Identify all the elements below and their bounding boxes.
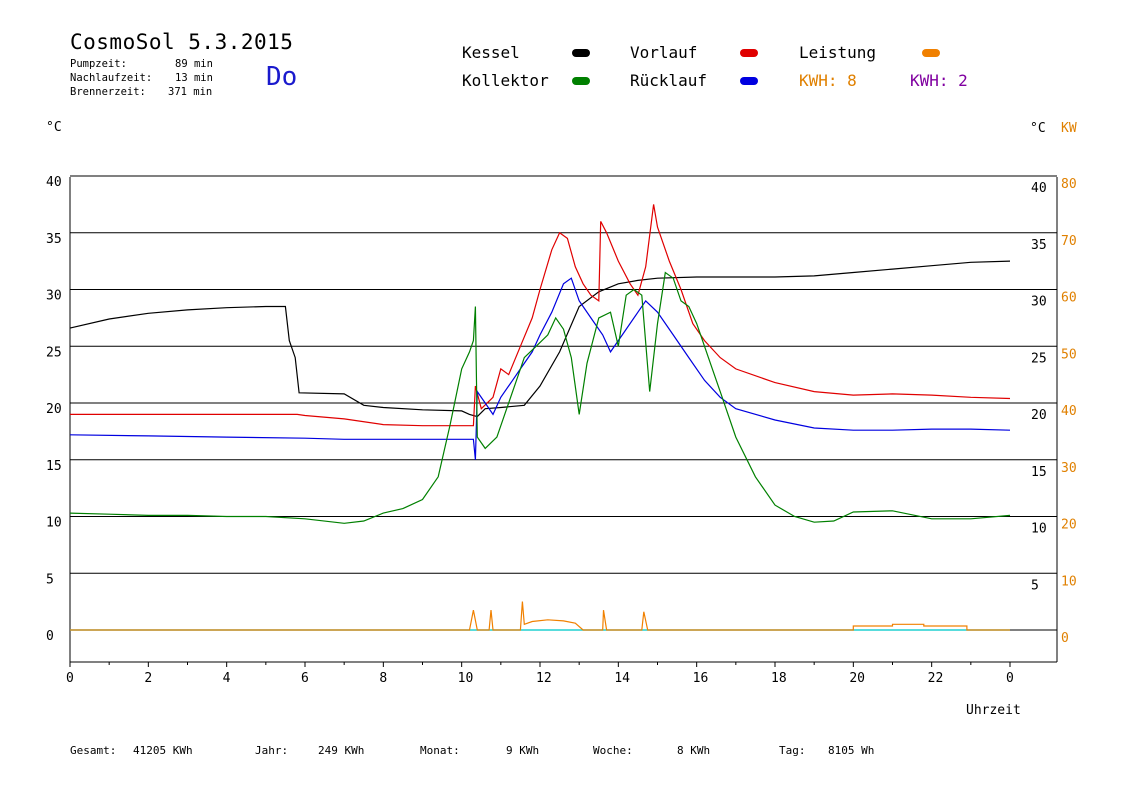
series-line-rcklauf <box>69 277 1011 460</box>
y-tick-label-left: 20 <box>46 402 62 417</box>
footer-woche-label: Woche: <box>593 744 633 757</box>
y-tick-label-right: 15 <box>1031 465 1047 480</box>
y-tick-label-right: 25 <box>1031 351 1047 366</box>
x-axis-label: Uhrzeit <box>966 703 1021 718</box>
footer-woche-value: 8 KWh <box>677 744 711 757</box>
x-tick-label: 10 <box>458 671 474 686</box>
legend-kessel-swatch <box>572 49 590 57</box>
y-tick-label-right: 30 <box>1031 295 1047 310</box>
chart-grid <box>70 175 1057 631</box>
footer-gesamt-value: 41205 KWh <box>133 744 193 757</box>
stat-brennerzeit-label: Brennerzeit: <box>70 86 146 98</box>
y-tick-label-left: 35 <box>46 232 62 247</box>
chart-tick-labels: 0510152025303540510152025303540010203040… <box>46 175 1077 686</box>
y-tick-label-left: 40 <box>46 175 62 190</box>
footer-monat-value: 9 KWh <box>506 744 540 757</box>
y-tick-label-left: 30 <box>46 289 62 304</box>
stat-pumpzeit-label: Pumpzeit: <box>70 58 127 70</box>
y-tick-label-left: 15 <box>46 459 62 474</box>
legend-leistung-swatch <box>922 49 940 57</box>
footer-tag-label: Tag: <box>779 744 806 757</box>
kw-tick-label: 80 <box>1061 177 1077 192</box>
kw-tick-label: 60 <box>1061 291 1077 306</box>
y-tick-label-right: 5 <box>1031 578 1039 593</box>
kw-tick-label: 0 <box>1061 631 1069 646</box>
left-unit-label: °C <box>46 120 62 135</box>
legend-kollektor-label: Kollektor <box>462 71 549 90</box>
series-line-vorlauf <box>70 204 1011 427</box>
chart-title: CosmoSol 5.3.2015 <box>70 30 294 54</box>
kw-tick-label: 70 <box>1061 234 1077 249</box>
chart-axes <box>69 177 1058 667</box>
series-line-leistung <box>70 601 1010 631</box>
x-tick-label: 2 <box>144 671 152 686</box>
weekday-label: Do <box>266 62 298 92</box>
x-tick-label: 20 <box>849 671 865 686</box>
kw-tick-label: 50 <box>1061 347 1077 362</box>
right-unit-celsius-label: °C <box>1030 121 1046 136</box>
series-line-kessel <box>69 260 1011 418</box>
legend-leistung-label: Leistung <box>799 43 877 62</box>
legend-vorlauf-swatch <box>740 49 758 57</box>
legend-ruecklauf-swatch <box>740 77 758 85</box>
kw-tick-label: 40 <box>1061 404 1077 419</box>
legend-ruecklauf-label: Rücklauf <box>630 71 708 90</box>
y-tick-label-right: 10 <box>1031 522 1047 537</box>
y-tick-label-right: 40 <box>1031 181 1047 196</box>
x-tick-label: 14 <box>614 671 630 686</box>
stat-brennerzeit-value: 371 min <box>168 86 213 98</box>
x-tick-label: 4 <box>223 671 231 686</box>
y-tick-label-left: 5 <box>46 572 54 587</box>
legend-kessel-label: Kessel <box>462 43 520 62</box>
footer-jahr-label: Jahr: <box>255 744 289 757</box>
y-tick-label-left: 25 <box>46 345 62 360</box>
footer-gesamt-label: Gesamt: <box>70 744 117 757</box>
y-tick-label-right: 35 <box>1031 238 1047 253</box>
legend-vorlauf-label: Vorlauf <box>630 43 698 62</box>
right-unit-kw-label: KW <box>1061 121 1077 136</box>
y-tick-label-left: 10 <box>46 516 62 531</box>
footer-monat-label: Monat: <box>420 744 460 757</box>
stat-nachlaufzeit-value: 13 min <box>175 72 213 84</box>
kw-tick-label: 30 <box>1061 461 1077 476</box>
kwh-purple-label: KWH: 2 <box>910 71 968 90</box>
y-tick-label-right: 20 <box>1031 408 1047 423</box>
legend-kollektor-swatch <box>572 77 590 85</box>
kw-tick-label: 20 <box>1061 518 1077 533</box>
x-tick-label: 22 <box>928 671 944 686</box>
x-tick-label: 18 <box>771 671 787 686</box>
stat-pumpzeit-value: 89 min <box>175 58 213 70</box>
chart-series <box>69 204 1011 631</box>
stat-nachlaufzeit-label: Nachlaufzeit: <box>70 72 153 84</box>
x-tick-label: 16 <box>693 671 709 686</box>
x-tick-label: 6 <box>301 671 309 686</box>
footer-tag-value: 8105 Wh <box>828 744 875 757</box>
x-tick-label: 0 <box>1006 671 1014 686</box>
series-line-kollektor <box>69 271 1011 524</box>
footer-jahr-value: 249 KWh <box>318 744 365 757</box>
x-tick-label: 0 <box>66 671 74 686</box>
x-tick-label: 8 <box>379 671 387 686</box>
kwh-orange-label: KWH: 8 <box>799 71 857 90</box>
y-tick-label-left: 0 <box>46 629 54 644</box>
x-tick-label: 12 <box>536 671 552 686</box>
kw-tick-label: 10 <box>1061 574 1077 589</box>
